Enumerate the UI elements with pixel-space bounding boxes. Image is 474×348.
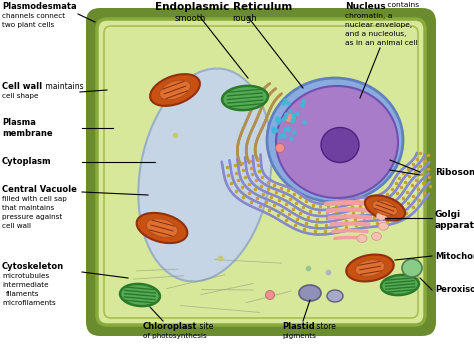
Ellipse shape <box>346 254 394 282</box>
Text: filled with cell sap: filled with cell sap <box>2 196 67 202</box>
Ellipse shape <box>137 213 187 243</box>
Ellipse shape <box>150 74 200 106</box>
Text: Plastid: Plastid <box>282 322 315 331</box>
Text: Plasmodesmata: Plasmodesmata <box>2 2 77 11</box>
Text: store: store <box>314 322 336 331</box>
FancyBboxPatch shape <box>97 19 425 325</box>
Ellipse shape <box>299 285 321 301</box>
Text: smooth: smooth <box>175 14 206 23</box>
Text: Chloroplast: Chloroplast <box>143 322 198 331</box>
Ellipse shape <box>222 86 268 110</box>
Text: Cytoskeleton: Cytoskeleton <box>2 262 64 271</box>
Ellipse shape <box>372 232 382 240</box>
Text: Plasma: Plasma <box>2 118 36 127</box>
Ellipse shape <box>321 127 359 163</box>
Text: Ribosomes: Ribosomes <box>435 168 474 177</box>
Ellipse shape <box>146 219 178 237</box>
Text: filaments: filaments <box>6 291 39 297</box>
Text: apparatus: apparatus <box>435 221 474 230</box>
FancyBboxPatch shape <box>86 8 436 336</box>
Text: Peroxisome: Peroxisome <box>435 285 474 294</box>
Text: intermediate: intermediate <box>2 282 49 288</box>
Ellipse shape <box>373 200 398 216</box>
Ellipse shape <box>160 80 191 100</box>
Text: microtubules: microtubules <box>2 273 49 279</box>
Text: rough: rough <box>232 14 256 23</box>
Ellipse shape <box>138 69 272 282</box>
Text: cell wall: cell wall <box>2 223 31 229</box>
Text: chromatin, a: chromatin, a <box>345 13 392 19</box>
Text: site: site <box>197 322 213 331</box>
Ellipse shape <box>267 78 403 202</box>
Ellipse shape <box>381 275 419 295</box>
Ellipse shape <box>265 291 274 300</box>
Text: of photosynthesis: of photosynthesis <box>143 333 207 339</box>
Ellipse shape <box>276 86 398 198</box>
Ellipse shape <box>357 235 367 243</box>
Ellipse shape <box>365 196 405 221</box>
Text: and a nucleolus,: and a nucleolus, <box>345 31 407 37</box>
Text: as in an animal cell: as in an animal cell <box>345 40 418 46</box>
Text: contains: contains <box>385 2 419 8</box>
Text: Cell wall: Cell wall <box>2 82 42 91</box>
Text: that maintains: that maintains <box>2 205 54 211</box>
Text: pigments: pigments <box>282 333 316 339</box>
Text: Golgi: Golgi <box>435 210 461 219</box>
Text: membrane: membrane <box>2 129 53 138</box>
Text: nuclear envelope,: nuclear envelope, <box>345 22 412 28</box>
Text: Mitochondria: Mitochondria <box>435 252 474 261</box>
Text: maintains: maintains <box>43 82 83 91</box>
Text: Central Vacuole: Central Vacuole <box>2 185 77 194</box>
Text: Endoplasmic Reticulum: Endoplasmic Reticulum <box>155 2 292 12</box>
Ellipse shape <box>402 259 422 277</box>
Text: Nucleus: Nucleus <box>345 2 386 11</box>
Ellipse shape <box>120 284 160 306</box>
Ellipse shape <box>378 222 388 230</box>
Text: microfilaments: microfilaments <box>2 300 56 306</box>
Ellipse shape <box>275 143 284 152</box>
Text: channels connect: channels connect <box>2 13 65 19</box>
Text: Cytoplasm: Cytoplasm <box>2 157 52 166</box>
Ellipse shape <box>376 212 386 220</box>
Text: two plant cells: two plant cells <box>2 22 54 28</box>
Ellipse shape <box>327 290 343 302</box>
Ellipse shape <box>284 113 296 123</box>
Text: pressure against: pressure against <box>2 214 62 220</box>
Text: cell shape: cell shape <box>2 93 38 99</box>
Ellipse shape <box>356 260 385 276</box>
